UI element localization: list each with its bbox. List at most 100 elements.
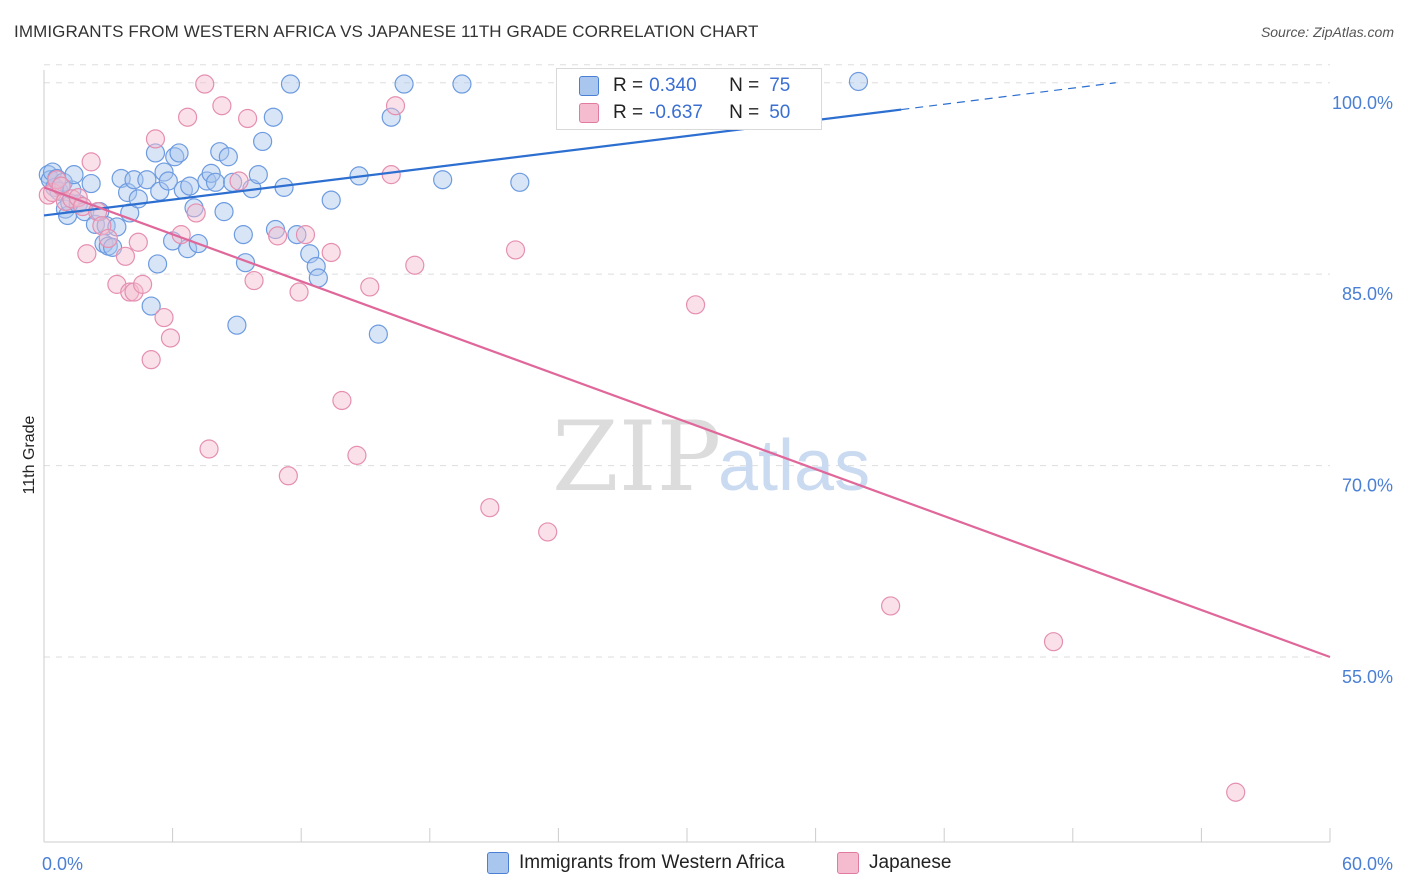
data-point-japanese — [212, 96, 232, 116]
data-point-japanese — [289, 282, 309, 302]
data-point-western-africa — [253, 131, 273, 152]
series-legend: Immigrants from Western Africa Japanese — [0, 852, 1406, 878]
trend-line-japanese — [43, 186, 1331, 659]
legend-item-western-africa[interactable]: Immigrants from Western Africa — [487, 852, 785, 874]
data-point-japanese — [360, 277, 380, 297]
y-tick-label: 85.0% — [1342, 284, 1393, 304]
data-point-japanese — [178, 107, 198, 127]
data-point-japanese — [295, 225, 316, 245]
data-point-japanese — [321, 242, 341, 263]
x-tick-label-max: 60.0% — [1342, 854, 1393, 874]
data-point-western-africa — [368, 324, 388, 344]
data-point-western-africa — [321, 190, 341, 210]
data-point-western-africa — [433, 170, 453, 190]
data-point-western-africa — [137, 170, 157, 190]
data-point-japanese — [480, 498, 500, 518]
data-point-japanese — [186, 203, 206, 223]
legend-n-value: 50 — [769, 102, 791, 123]
data-point-japanese — [51, 176, 71, 196]
legend-swatch-pink — [837, 852, 859, 874]
trend-line-western-africa-extension — [901, 82, 1116, 111]
watermark: ZIP atlas — [552, 401, 870, 513]
data-point-japanese — [81, 152, 101, 172]
data-point-western-africa — [169, 143, 189, 163]
data-point-japanese — [238, 108, 258, 129]
data-point-japanese — [229, 171, 249, 191]
data-point-japanese — [385, 96, 406, 116]
data-point-japanese — [505, 240, 526, 260]
data-point-western-africa — [180, 176, 200, 196]
data-point-western-africa — [147, 254, 168, 274]
data-point-western-africa — [218, 147, 238, 167]
legend-swatch-blue — [579, 76, 599, 96]
data-point-japanese — [405, 255, 425, 275]
watermark-zip: ZIP — [552, 401, 721, 513]
legend-row-series2: R = -0.637 N = 50 — [579, 102, 790, 124]
data-point-japanese — [332, 390, 352, 411]
data-point-western-africa — [381, 107, 401, 127]
data-point-western-africa — [158, 171, 178, 191]
data-point-japanese — [154, 307, 174, 328]
data-point-western-africa — [145, 143, 166, 163]
legend-n-value: 75 — [769, 75, 791, 96]
legend-label-western-africa: Immigrants from Western Africa — [519, 852, 785, 873]
data-point-western-africa — [248, 165, 268, 185]
chart-title: IMMIGRANTS FROM WESTERN AFRICA VS JAPANE… — [14, 22, 759, 41]
legend-item-japanese[interactable]: Japanese — [837, 852, 951, 874]
data-point-western-africa — [306, 256, 326, 277]
data-point-japanese — [199, 439, 219, 459]
legend-swatch-pink — [579, 103, 599, 123]
data-point-japanese — [132, 274, 153, 294]
data-point-japanese — [347, 445, 367, 465]
data-point-japanese — [145, 129, 166, 149]
data-point-japanese — [881, 596, 901, 616]
legend-n-label: N = — [729, 102, 760, 123]
data-point-japanese — [160, 328, 181, 348]
data-point-japanese — [685, 295, 706, 315]
data-point-japanese — [538, 522, 558, 542]
data-point-western-africa — [64, 165, 84, 185]
data-point-japanese — [98, 228, 118, 249]
data-point-western-africa — [205, 172, 226, 192]
y-tick-label: 55.0% — [1342, 667, 1393, 687]
data-point-japanese — [244, 270, 264, 291]
trend-layer — [43, 82, 1331, 659]
data-point-japanese — [128, 232, 148, 252]
legend-label-japanese: Japanese — [869, 852, 952, 873]
data-point-japanese — [77, 244, 97, 264]
tick-layer: 100.0% 85.0% 70.0% 55.0% 0.0% 60.0% — [42, 93, 1393, 874]
data-point-western-africa — [280, 74, 301, 94]
data-point-western-africa — [154, 162, 174, 182]
data-point-japanese — [381, 165, 401, 185]
data-point-western-africa — [81, 173, 101, 194]
data-point-western-africa — [263, 107, 283, 127]
y-tick-label: 70.0% — [1342, 476, 1393, 496]
legend-swatch-blue — [487, 852, 509, 874]
data-point-japanese — [115, 246, 136, 266]
data-point-japanese — [141, 350, 161, 370]
data-point-japanese — [62, 189, 82, 209]
data-point-western-africa — [227, 315, 247, 335]
data-point-western-africa — [214, 202, 234, 222]
correlation-legend: R = 0.340 N = 75 R = -0.637 N = 50 — [556, 68, 822, 130]
data-point-western-africa — [452, 74, 472, 94]
axis-layer — [43, 70, 1331, 843]
data-point-japanese — [1226, 782, 1246, 802]
legend-r-label: R = — [613, 75, 644, 96]
legend-r-value: 0.340 — [649, 75, 697, 96]
data-point-western-africa — [510, 172, 530, 192]
data-point-japanese — [278, 466, 298, 486]
y-tick-label: 100.0% — [1332, 93, 1393, 113]
legend-row-series1: R = 0.340 N = 75 — [579, 75, 790, 97]
data-point-western-africa — [141, 296, 161, 316]
legend-r-value: -0.637 — [649, 102, 703, 123]
legend-r-label: R = — [613, 102, 644, 123]
data-point-western-africa — [848, 71, 869, 92]
data-point-japanese — [268, 226, 288, 246]
data-point-western-africa — [201, 163, 221, 183]
data-point-western-africa — [233, 225, 253, 245]
legend-n-label: N = — [729, 75, 760, 96]
y-axis-label: 11th Grade — [21, 415, 38, 494]
watermark-atlas: atlas — [718, 426, 870, 506]
